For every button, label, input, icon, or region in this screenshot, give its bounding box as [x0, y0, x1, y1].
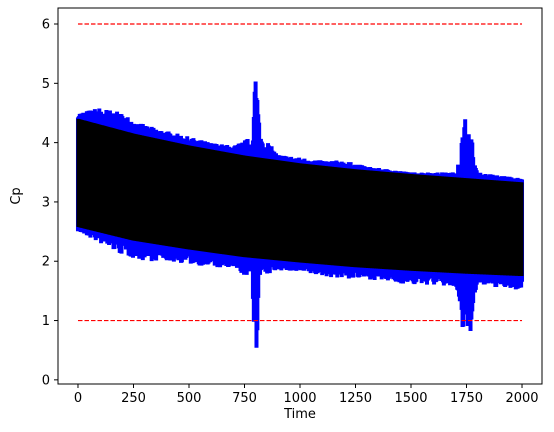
y-tick-label: 1: [42, 314, 50, 329]
y-tick-label: 0: [42, 373, 50, 388]
x-tick-label: 250: [121, 391, 146, 406]
y-tick-label: 3: [42, 195, 50, 210]
series-1-trace: [76, 118, 524, 277]
x-tick-label: 1500: [394, 391, 427, 406]
x-tick-label: 0: [74, 391, 82, 406]
y-axis-ticks: 0 1 2 3 4 5 6: [42, 18, 58, 388]
y-tick-label: 5: [42, 77, 50, 92]
y-axis-label: Cp: [9, 187, 24, 204]
series-layer: [75, 23, 525, 348]
x-tick-label: 2000: [505, 391, 538, 406]
x-axis-label: Time: [283, 407, 316, 422]
x-tick-label: 500: [177, 391, 202, 406]
x-tick-label: 1000: [283, 391, 316, 406]
y-tick-label: 6: [42, 18, 50, 33]
x-tick-label: 1750: [450, 391, 483, 406]
x-tick-label: 1250: [339, 391, 372, 406]
y-tick-label: 4: [42, 136, 50, 151]
plot-area: [75, 23, 525, 348]
x-tick-label: 750: [232, 391, 257, 406]
x-axis-ticks: 0 250 500 750 1000 1250 1500 1750 2000: [74, 384, 539, 406]
y-tick-label: 2: [42, 255, 50, 270]
